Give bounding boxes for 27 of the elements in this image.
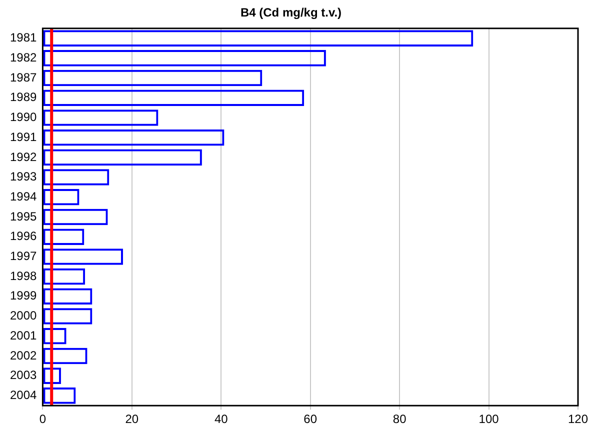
y-tick-label: 1982 [10,50,38,64]
y-tick-label: 2002 [10,348,38,362]
y-tick-label: 1989 [10,90,38,104]
x-tick-label: 100 [478,412,500,426]
x-tick-label: 120 [568,412,588,426]
y-tick-label: 1993 [10,170,38,184]
y-tick-label: 2001 [10,328,38,342]
chart-title: B4 (Cd mg/kg t.v.) [240,6,342,20]
y-tick-label: 1997 [10,249,38,264]
y-tick-label: 1991 [10,130,38,144]
y-tick-label: 1999 [10,288,38,303]
y-tick-label: 2003 [10,368,38,382]
y-tick-label: 1998 [10,268,38,283]
y-tick-label: 1995 [10,209,38,224]
x-tick-label: 0 [39,412,46,426]
y-tick-label: 2004 [10,388,38,402]
y-tick-label: 1990 [10,110,38,124]
x-tick-label: 80 [392,412,407,426]
y-tick-label: 1994 [10,189,38,204]
x-tick-label: 40 [214,412,228,426]
y-tick-label: 2000 [10,308,38,323]
y-tick-label: 1996 [10,229,38,244]
y-tick-label: 1981 [10,30,38,45]
y-tick-label: 1987 [10,70,38,84]
x-tick-label: 20 [125,412,139,426]
x-tick-label: 60 [304,412,318,426]
y-tick-label: 1992 [10,150,38,164]
